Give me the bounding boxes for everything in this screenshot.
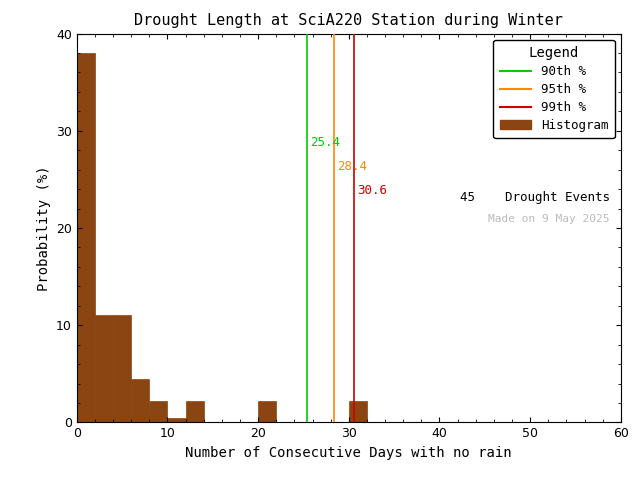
Text: 28.4: 28.4 <box>337 160 367 173</box>
Bar <box>258 401 276 422</box>
Text: 45    Drought Events: 45 Drought Events <box>460 191 610 204</box>
Bar <box>95 315 113 422</box>
Text: 25.4: 25.4 <box>310 136 340 149</box>
Text: Made on 9 May 2025: Made on 9 May 2025 <box>488 215 610 224</box>
X-axis label: Number of Consecutive Days with no rain: Number of Consecutive Days with no rain <box>186 446 512 460</box>
Bar <box>349 401 367 422</box>
Bar <box>168 418 186 422</box>
Bar <box>131 379 149 422</box>
Legend: 90th %, 95th %, 99th %, Histogram: 90th %, 95th %, 99th %, Histogram <box>493 40 614 138</box>
Title: Drought Length at SciA220 Station during Winter: Drought Length at SciA220 Station during… <box>134 13 563 28</box>
Text: 30.6: 30.6 <box>357 184 387 197</box>
Bar <box>77 53 95 422</box>
Y-axis label: Probability (%): Probability (%) <box>36 165 51 291</box>
Bar <box>149 401 168 422</box>
Bar <box>186 401 204 422</box>
Bar <box>113 315 131 422</box>
